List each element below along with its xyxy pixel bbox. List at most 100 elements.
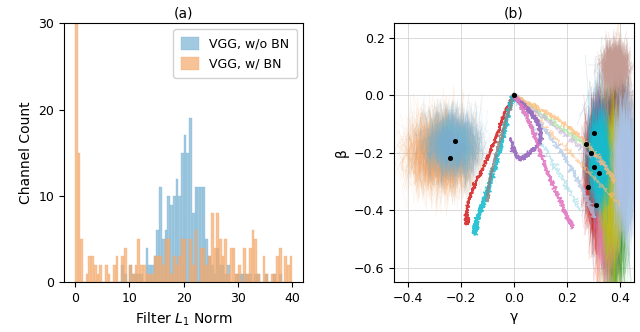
Bar: [184, 135, 186, 282]
Bar: [257, 274, 260, 282]
Bar: [241, 274, 243, 282]
Title: (b): (b): [504, 7, 524, 21]
Bar: [246, 274, 249, 282]
Bar: [134, 265, 138, 282]
Bar: [132, 274, 134, 282]
Bar: [75, 0, 77, 282]
Bar: [77, 153, 80, 282]
Bar: [162, 239, 164, 282]
Bar: [178, 256, 181, 282]
Bar: [80, 239, 83, 282]
Bar: [236, 274, 238, 282]
Bar: [113, 265, 116, 282]
Bar: [170, 274, 173, 282]
Bar: [271, 274, 273, 282]
Bar: [257, 274, 260, 282]
Bar: [148, 274, 151, 282]
Bar: [129, 265, 132, 282]
Bar: [94, 265, 97, 282]
Y-axis label: Channel Count: Channel Count: [19, 101, 33, 204]
Bar: [230, 248, 232, 282]
Bar: [249, 248, 252, 282]
Bar: [211, 213, 214, 282]
Bar: [105, 265, 108, 282]
Bar: [225, 274, 227, 282]
Bar: [276, 256, 279, 282]
Point: [580, 141, 591, 147]
Bar: [167, 196, 170, 282]
Y-axis label: β: β: [335, 148, 349, 157]
Bar: [186, 153, 189, 282]
Bar: [151, 265, 154, 282]
Bar: [254, 274, 257, 282]
Bar: [143, 265, 145, 282]
Bar: [145, 274, 148, 282]
Bar: [284, 256, 287, 282]
Bar: [175, 265, 178, 282]
Bar: [243, 248, 246, 282]
Bar: [167, 239, 170, 282]
Bar: [195, 187, 197, 282]
Bar: [216, 213, 219, 282]
Bar: [156, 230, 159, 282]
Bar: [243, 274, 246, 282]
Bar: [189, 118, 192, 282]
Bar: [99, 265, 102, 282]
Bar: [265, 274, 268, 282]
Bar: [154, 256, 156, 282]
Bar: [178, 196, 181, 282]
Bar: [205, 239, 208, 282]
Bar: [249, 274, 252, 282]
Point: [445, 156, 455, 161]
Bar: [170, 205, 173, 282]
Bar: [208, 256, 211, 282]
Bar: [200, 248, 203, 282]
Bar: [156, 256, 159, 282]
Bar: [279, 248, 282, 282]
Bar: [273, 274, 276, 282]
Bar: [162, 265, 164, 282]
Bar: [192, 265, 195, 282]
Bar: [164, 239, 167, 282]
Bar: [219, 239, 221, 282]
Bar: [116, 256, 118, 282]
Bar: [124, 274, 127, 282]
Bar: [159, 256, 162, 282]
Bar: [124, 248, 127, 282]
Bar: [197, 187, 200, 282]
Point: [583, 185, 593, 190]
Bar: [200, 187, 203, 282]
Bar: [108, 274, 110, 282]
Bar: [91, 256, 94, 282]
Bar: [181, 153, 184, 282]
Bar: [195, 230, 197, 282]
Bar: [121, 256, 124, 282]
Bar: [252, 230, 254, 282]
Bar: [238, 274, 241, 282]
Bar: [287, 265, 290, 282]
Bar: [121, 265, 124, 282]
Bar: [203, 187, 205, 282]
Title: (a): (a): [174, 7, 193, 21]
Bar: [151, 274, 154, 282]
Legend: VGG, w/o BN, VGG, w/ BN: VGG, w/o BN, VGG, w/ BN: [173, 30, 297, 78]
Bar: [238, 265, 241, 282]
Bar: [203, 248, 205, 282]
Bar: [246, 274, 249, 282]
Bar: [225, 239, 227, 282]
Bar: [138, 274, 140, 282]
Bar: [236, 274, 238, 282]
Point: [589, 164, 599, 170]
Bar: [227, 265, 230, 282]
Bar: [140, 265, 143, 282]
Bar: [88, 256, 91, 282]
Bar: [216, 248, 219, 282]
X-axis label: Filter $L_1$ Norm: Filter $L_1$ Norm: [135, 310, 232, 328]
Bar: [192, 213, 195, 282]
Bar: [208, 256, 211, 282]
Bar: [97, 274, 99, 282]
Point: [451, 138, 461, 144]
X-axis label: γ: γ: [510, 310, 518, 324]
Bar: [129, 265, 132, 282]
Bar: [132, 274, 134, 282]
